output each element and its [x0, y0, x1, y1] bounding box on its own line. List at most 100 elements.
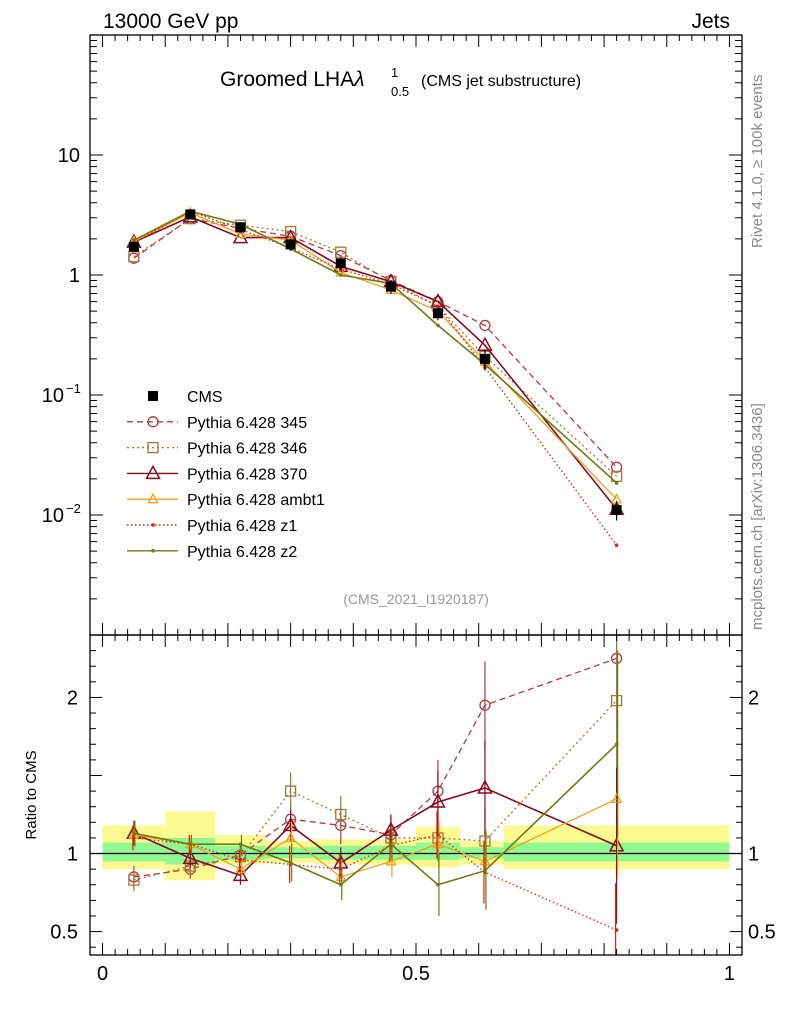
data-point [235, 222, 246, 233]
ratio-ytick-label-right: 1 [748, 844, 759, 866]
analysis-id: (CMS_2021_I1920187) [343, 591, 489, 607]
ratio-point-p345 [479, 699, 491, 711]
legend-label: Pythia 6.428 346 [187, 441, 307, 458]
ratio-point-z2 [338, 882, 343, 887]
ratio-point-ambt1 [479, 854, 491, 866]
ratio-point-z2 [188, 842, 193, 846]
series-point-p346 [284, 225, 297, 238]
ratio-frame [89, 634, 743, 956]
data-point [285, 239, 296, 250]
legend-label: Pythia 6.428 370 [187, 466, 307, 483]
series-line-ambt1 [133, 212, 618, 500]
ratio-ytick-label: 0.5 [50, 922, 78, 944]
data-point [611, 505, 622, 516]
data-point [185, 209, 196, 220]
legend-marker-ambt1 [147, 492, 159, 504]
main-ytick-label: 10 [42, 505, 64, 527]
ratio-point-z2 [436, 882, 440, 887]
ratio-line-ambt1 [133, 798, 617, 878]
side-text-mcplots: mcplots.cern.ch [arXiv:1306.3436] [749, 403, 766, 630]
main-ytick-label: 1 [69, 265, 80, 287]
ratio-ylabel: Ratio to CMS [23, 750, 40, 839]
series-point-p346 [335, 246, 347, 258]
ratio-point-p346 [128, 874, 140, 886]
ratio-marks [126, 635, 625, 955]
series-point-z2 [436, 323, 440, 328]
ratio-point-ambt1 [335, 870, 347, 882]
series-point-z1 [436, 304, 440, 308]
ratio-point-p346 [284, 785, 297, 797]
ratio-point-p346 [335, 808, 347, 821]
legend-marker-z2 [151, 549, 155, 553]
data-point [128, 241, 139, 252]
ratio-point-p370 [608, 837, 625, 852]
ratio-point-ambt1 [285, 831, 297, 843]
main-marks [126, 206, 625, 548]
series-line-p346 [133, 217, 618, 477]
ratio-point-p346 [479, 835, 491, 847]
ratio-point-p370 [383, 821, 399, 836]
legend-label: Pythia 6.428 z1 [187, 518, 297, 535]
series-point-z1 [614, 543, 619, 548]
ratio-point-p346 [234, 851, 247, 863]
legend-label: Pythia 6.428 ambt1 [187, 492, 325, 509]
series-point-p345 [610, 461, 623, 473]
legend-label: Pythia 6.428 z2 [187, 544, 297, 561]
data-point [432, 308, 443, 319]
ratio-ytick-label: 2 [67, 687, 78, 709]
header-left-label: 13000 GeV pp [103, 10, 238, 33]
ratio-point-ambt1 [234, 862, 247, 874]
title-main: Groomed LHA [220, 68, 354, 91]
ratio-xtick-label: 0 [97, 963, 108, 985]
legend-marker-z1 [151, 523, 155, 527]
title-subscript: 0.5 [391, 84, 409, 99]
title-suffix: (CMS jet substructure) [421, 73, 581, 90]
series-point-p345 [479, 319, 491, 332]
side-text-rivet: Rivet 4.1.0, ≥ 100k events [749, 75, 766, 248]
ratio-point-z2 [614, 742, 619, 747]
series-line-p370 [133, 216, 618, 510]
main-ytick-label: 10 [42, 385, 64, 407]
main-ytick-label: 10 [58, 145, 80, 167]
ratio-ytick-label-right: 2 [748, 687, 759, 709]
series-point-p370 [232, 229, 249, 244]
ratio-band-inner [459, 847, 504, 859]
ratio-band-inner [102, 842, 166, 862]
series-point-z2 [614, 481, 619, 485]
legend: CMS Pythia 6.428 345 Pythia 6.428 346 Pythi… [127, 389, 325, 561]
ratio-point-z1 [614, 928, 619, 932]
ratio-point-p370 [430, 793, 446, 808]
series-line-p345 [133, 217, 618, 468]
series-point-z2 [338, 273, 343, 277]
ratio-point-z1 [436, 833, 440, 837]
legend-marker-p345 [147, 416, 159, 428]
ratio-point-p370 [477, 779, 493, 794]
ratio-point-ambt1 [385, 854, 397, 866]
main-ytick-exponent: −2 [66, 501, 81, 516]
ratio-ytick-label-right: 0.5 [748, 922, 776, 944]
title-lambda: λ [353, 68, 364, 91]
ratio-point-p370 [182, 849, 199, 864]
header-right-label: Jets [691, 10, 730, 33]
data-point [479, 353, 490, 364]
ratio-xtick-label: 1 [724, 963, 735, 985]
legend-marker-p370 [145, 464, 161, 480]
ratio-xtick-label: 0.5 [402, 963, 430, 985]
data-point [335, 258, 346, 269]
ratio-point-z2 [389, 842, 393, 846]
legend-marker-p346 [147, 441, 159, 454]
title-superscript: 1 [391, 65, 398, 80]
legend-marker-data [148, 391, 158, 401]
ratio-point-ambt1 [432, 837, 444, 849]
series-point-ambt1 [234, 227, 247, 239]
ratio-point-z1 [238, 857, 243, 862]
ratio-point-z2 [132, 831, 136, 836]
ratio-point-ambt1 [611, 792, 623, 804]
ratio-line-p346 [133, 700, 618, 881]
legend-label: CMS [187, 389, 223, 406]
ratio-ytick-label: 1 [67, 844, 78, 866]
legend-label: Pythia 6.428 345 [187, 415, 307, 432]
ratio-point-p346 [610, 694, 623, 707]
ratio-point-z2 [238, 842, 243, 846]
